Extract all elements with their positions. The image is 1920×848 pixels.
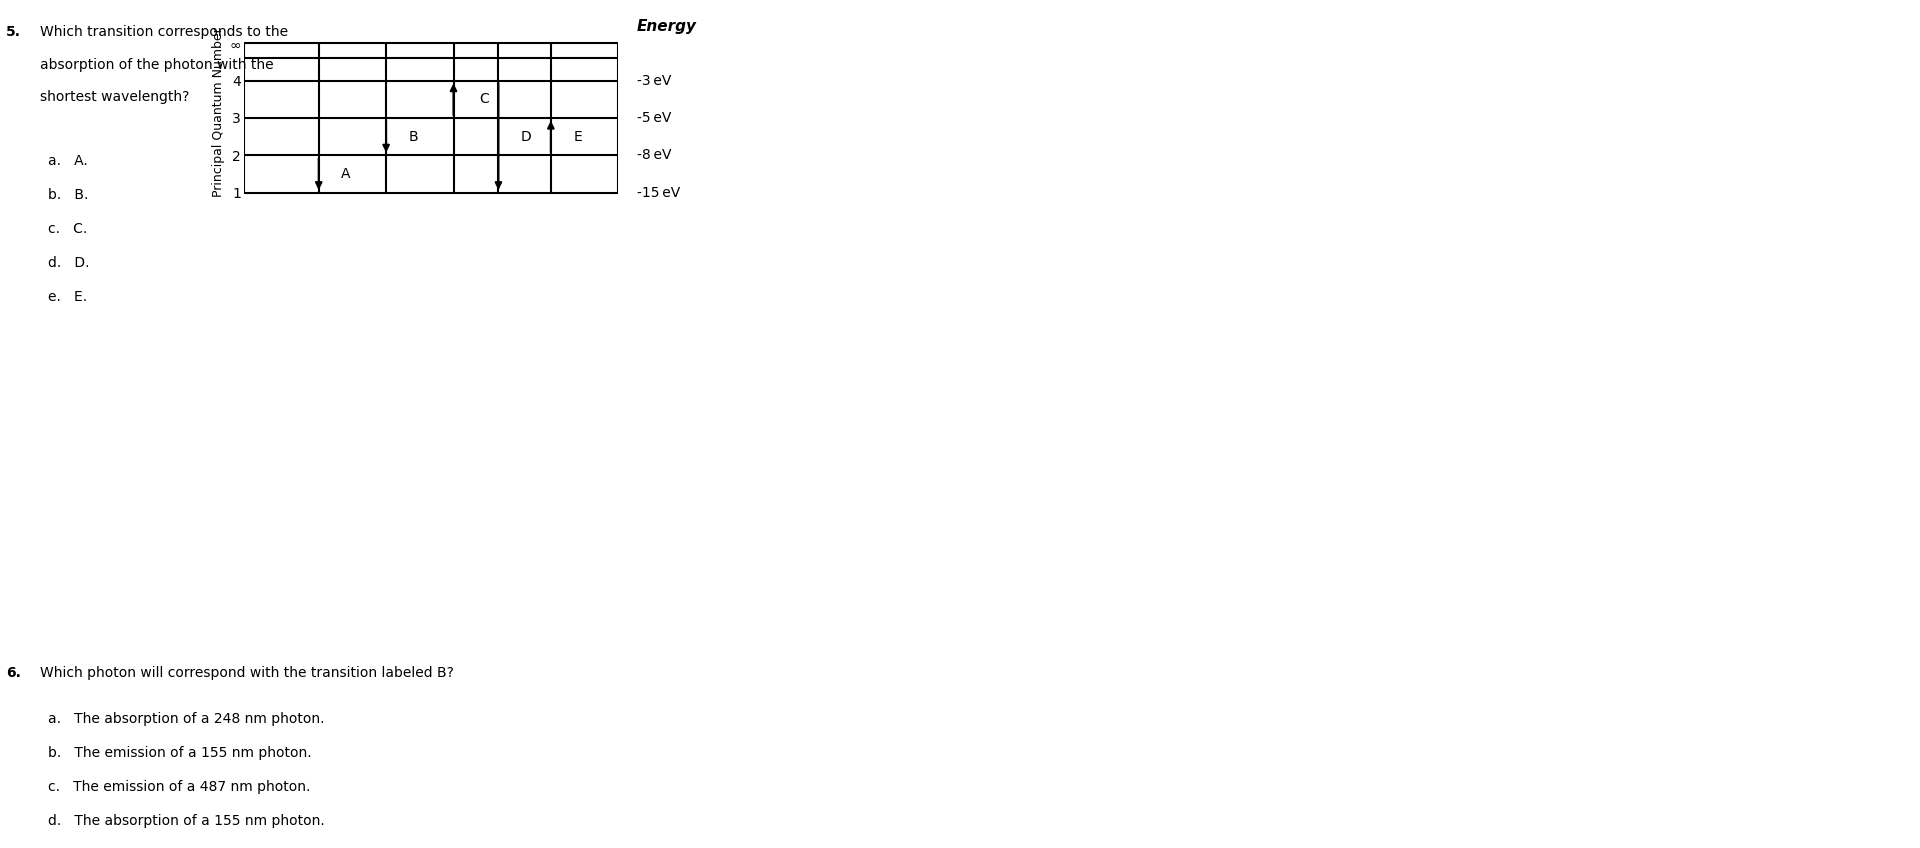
- Text: C: C: [480, 92, 490, 106]
- Y-axis label: Principal Quantum Number: Principal Quantum Number: [211, 27, 225, 198]
- Text: B: B: [409, 130, 419, 143]
- Text: -15 eV: -15 eV: [637, 186, 680, 200]
- Text: shortest wavelength?: shortest wavelength?: [40, 90, 190, 104]
- Text: absorption of the photon with the: absorption of the photon with the: [40, 58, 275, 72]
- Text: D: D: [520, 130, 532, 143]
- Text: a.   A.: a. A.: [48, 154, 88, 169]
- Text: b.   B.: b. B.: [48, 188, 88, 203]
- Text: -5 eV: -5 eV: [637, 111, 672, 125]
- Text: c.   The emission of a 487 nm photon.: c. The emission of a 487 nm photon.: [48, 780, 311, 795]
- Text: 6.: 6.: [6, 666, 21, 680]
- Text: a.   The absorption of a 248 nm photon.: a. The absorption of a 248 nm photon.: [48, 712, 324, 727]
- Text: d.   D.: d. D.: [48, 256, 90, 271]
- Text: A: A: [342, 167, 351, 181]
- Text: c.   C.: c. C.: [48, 222, 86, 237]
- Text: Which transition corresponds to the: Which transition corresponds to the: [40, 25, 288, 40]
- Text: 5.: 5.: [6, 25, 21, 40]
- Text: -8 eV: -8 eV: [637, 148, 672, 162]
- Text: E: E: [574, 130, 582, 143]
- Text: -3 eV: -3 eV: [637, 74, 672, 87]
- Text: b.   The emission of a 155 nm photon.: b. The emission of a 155 nm photon.: [48, 746, 311, 761]
- Text: Energy: Energy: [637, 19, 697, 34]
- Text: Which photon will correspond with the transition labeled B?: Which photon will correspond with the tr…: [40, 666, 455, 680]
- Text: e.   E.: e. E.: [48, 290, 86, 304]
- Text: d.   The absorption of a 155 nm photon.: d. The absorption of a 155 nm photon.: [48, 814, 324, 828]
